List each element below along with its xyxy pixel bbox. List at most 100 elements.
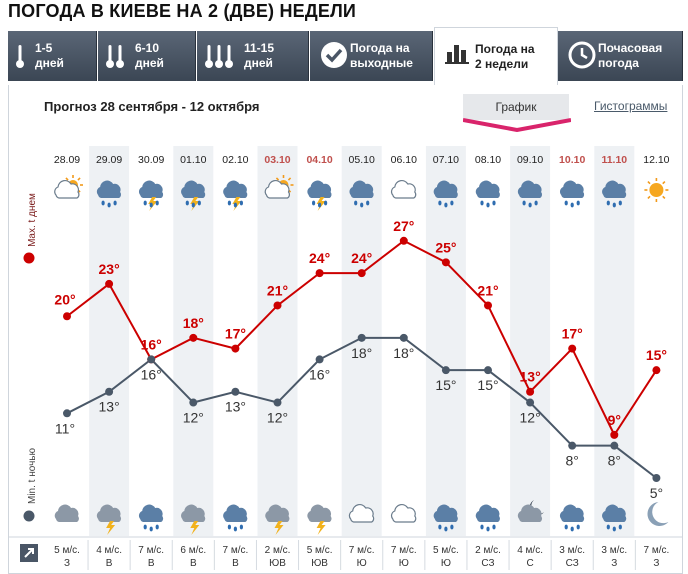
- wind-speed-label: 5 м/с.: [307, 545, 333, 556]
- tab-label: 1-5 дней: [35, 41, 64, 70]
- legend-max-label: Max. t днем: [27, 193, 38, 247]
- wind-speed-label: 6 м/с.: [180, 545, 206, 556]
- wind-direction-label: СЗ: [481, 558, 494, 569]
- day-column-shade: [425, 146, 466, 536]
- date-label: 08.10: [475, 154, 501, 166]
- max-temp-label: 17°: [225, 326, 246, 342]
- thunderstorm-rain-icon: [223, 180, 248, 211]
- max-temp-point: [399, 236, 408, 245]
- wind-direction-label: Ю: [357, 558, 367, 569]
- min-temp-point: [652, 474, 661, 482]
- max-temp-label: 13°: [520, 369, 541, 385]
- rain-cloud-icon: [602, 180, 627, 208]
- min-temp-label: 8°: [608, 453, 621, 469]
- page-title: ПОГОДА В КИЕВЕ НА 2 (ДВЕ) НЕДЕЛИ: [8, 1, 357, 21]
- rain-cloud-icon: [475, 504, 500, 532]
- wind-direction-label: В: [232, 558, 239, 569]
- tab-1[interactable]: 1-5 дней: [8, 31, 97, 81]
- max-temp-label: 17°: [562, 326, 583, 342]
- cloudy-icon: [54, 504, 79, 522]
- min-temp-label: 12°: [183, 410, 204, 426]
- clock-icon: [568, 41, 596, 74]
- date-label: 28.09: [54, 154, 80, 166]
- wind-speed-label: 3 м/с.: [559, 545, 585, 556]
- min-temp-label: 15°: [477, 377, 498, 393]
- wind-direction-label: В: [148, 558, 155, 569]
- thunderstorm-rain-icon: [138, 180, 164, 211]
- wind-direction-label: ЮВ: [269, 558, 286, 569]
- min-temp-point: [105, 387, 114, 396]
- min-temp-point: [610, 441, 619, 450]
- date-label: 11.10: [601, 154, 627, 166]
- moon-cloud-icon: [517, 500, 545, 522]
- wind-direction-label: В: [106, 558, 113, 569]
- date-label: 12.10: [643, 154, 669, 166]
- min-temp-label: 12°: [520, 410, 541, 426]
- rain-cloud-icon: [433, 504, 458, 532]
- sun-icon: [644, 178, 669, 202]
- max-temp-label: 25°: [435, 239, 456, 255]
- wind-speed-label: 7 м/с.: [223, 545, 249, 556]
- max-temp-point: [315, 269, 324, 278]
- cloudy-light-icon: [390, 503, 417, 523]
- histogram-view-link[interactable]: Гистограммы: [594, 99, 668, 113]
- day-column-shade: [510, 146, 551, 536]
- min-temp-label: 12°: [267, 410, 288, 426]
- min-temp-label: 11°: [55, 420, 75, 436]
- rain-cloud-icon: [602, 504, 627, 532]
- min-temp-label: 8°: [566, 453, 579, 469]
- tab-6[interactable]: Почасовая погода: [558, 31, 683, 81]
- wind-direction-label: З: [611, 558, 617, 569]
- day-column-shade: [89, 146, 130, 536]
- wind-speed-label: 2 м/с.: [265, 545, 291, 556]
- wind-direction-label: Ю: [441, 558, 451, 569]
- rain-cloud-icon: [223, 504, 248, 532]
- bar-chart-icon: [445, 42, 469, 69]
- legend-strip: [9, 146, 42, 536]
- max-temp-point: [568, 344, 577, 353]
- rain-cloud-icon: [433, 180, 458, 208]
- date-label: 10.10: [559, 154, 585, 166]
- min-temp-point: [484, 366, 492, 375]
- wind-speed-label: 2 м/с.: [475, 545, 501, 556]
- thunderstorm-icon: [181, 504, 206, 535]
- rain-cloud-icon: [96, 180, 122, 208]
- forecast-subtitle: Прогноз 28 сентября - 12 октября: [44, 99, 260, 114]
- active-view-indicator: [463, 118, 571, 132]
- tab-label: Погода на 2 недели: [475, 42, 535, 71]
- tab-3[interactable]: 11-15 дней: [197, 31, 309, 81]
- wind-speed-label: 7 м/с.: [644, 545, 670, 556]
- rain-cloud-icon: [138, 504, 164, 532]
- thunderstorm-rain-icon: [181, 180, 206, 211]
- tab-4[interactable]: Погода на выходные: [310, 31, 433, 81]
- max-temp-label: 24°: [351, 250, 372, 266]
- min-temp-label: 16°: [309, 366, 330, 382]
- graph-view-button[interactable]: График: [463, 94, 569, 120]
- min-temp-point: [273, 398, 282, 407]
- thermometer-3-icon: [203, 41, 245, 76]
- min-temp-label: 13°: [225, 399, 246, 415]
- max-temp-point: [273, 301, 282, 310]
- tab-label: 6-10 дней: [135, 41, 164, 70]
- checkmark-icon: [320, 41, 348, 74]
- tab-2[interactable]: 6-10 дней: [98, 31, 196, 81]
- max-temp-label: 23°: [99, 261, 120, 277]
- min-temp-point: [399, 333, 408, 342]
- max-temp-point: [105, 279, 114, 288]
- thermometer-1-icon: [14, 41, 36, 76]
- thunderstorm-icon: [96, 504, 122, 535]
- date-label: 05.10: [349, 154, 375, 166]
- rain-cloud-icon: [559, 180, 585, 208]
- max-temp-label: 16°: [141, 336, 162, 352]
- cloudy-icon: [390, 179, 417, 199]
- max-temp-label: 24°: [309, 250, 330, 266]
- wind-speed-label: 7 м/с.: [391, 545, 417, 556]
- wind-direction-label: З: [64, 558, 70, 569]
- max-temp-point: [357, 269, 366, 278]
- rain-cloud-icon: [559, 504, 585, 532]
- max-temp-point: [441, 258, 450, 267]
- legend-max-dot: [23, 252, 35, 264]
- date-label: 01.10: [180, 154, 206, 166]
- max-temp-label: 27°: [393, 218, 414, 234]
- tab-5[interactable]: Погода на 2 недели: [434, 27, 558, 85]
